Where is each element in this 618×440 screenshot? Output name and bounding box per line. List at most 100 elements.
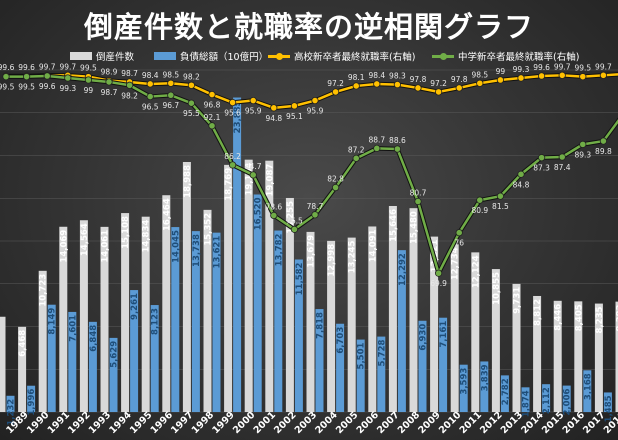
- data-label-juniorhigh-2012: 80.9: [471, 206, 488, 215]
- data-label-count-2008: 15,646: [389, 209, 399, 242]
- legend: 倒産件数 負債総額（10億円） 高校新卒者最終就職率(右軸) 中学新卒者最終就職率(右…: [0, 48, 618, 64]
- point-juniorhigh-2013: [496, 192, 504, 200]
- bar-count-2015: [533, 295, 542, 412]
- data-label-debt-1997: 14,045: [171, 230, 181, 263]
- point-juniorhigh-2000: [229, 161, 237, 169]
- data-label-count-2001: 19,164: [245, 163, 255, 196]
- bar-debt-1989: [6, 395, 15, 412]
- data-label-highschool-2010: 97.2: [430, 79, 447, 88]
- point-highschool-2015: [537, 72, 546, 80]
- bar-count-1994: [100, 226, 109, 412]
- point-juniorhigh-2017: [579, 140, 587, 148]
- x-tick-1994: 1994: [107, 409, 134, 436]
- bar-count-2007: [368, 226, 377, 412]
- point-juniorhigh-1994: [105, 78, 113, 86]
- x-tick-1996: 1996: [149, 409, 176, 436]
- data-label-count-2019: 8,383: [616, 305, 618, 332]
- bar-debt-2000: [233, 97, 242, 413]
- bar-debt-1991: [47, 304, 56, 412]
- bar-debt-1999: [212, 232, 221, 412]
- bar-debt-2004: [315, 309, 324, 412]
- bar-count-1989: [0, 316, 6, 412]
- bar-debt-2003: [294, 259, 303, 412]
- bar-debt-2010: [439, 317, 448, 412]
- data-label-highschool-2005: 97.2: [327, 79, 344, 88]
- data-label-juniorhigh-2006: 87.2: [348, 145, 365, 154]
- data-label-debt-1994: 5,629: [110, 341, 120, 368]
- bar-count-2012: [471, 252, 480, 412]
- x-tick-2007: 2007: [375, 410, 401, 436]
- data-label-highschool-2000: 95.6: [224, 109, 241, 118]
- bar-debt-1994: [109, 337, 118, 412]
- x-tick-1995: 1995: [128, 410, 154, 436]
- data-label-juniorhigh-2011: 76: [454, 239, 464, 248]
- bar-debt-1992: [68, 311, 77, 412]
- data-label-highschool-1993: 99.5: [80, 64, 97, 73]
- data-label-debt-1989: 1,232: [7, 399, 17, 426]
- bar-debt-2017: [583, 370, 592, 412]
- point-highschool-2012: [476, 79, 484, 87]
- bar-debt-1995: [130, 290, 139, 412]
- legend-item-2: 負債総額（10億円）: [154, 48, 268, 64]
- bar-debt-2011: [459, 364, 468, 412]
- bar-debt-1998: [191, 231, 200, 412]
- data-label-count-1994: 14,061: [101, 230, 111, 263]
- data-label-highschool-2008: 98.3: [389, 72, 406, 81]
- data-label-debt-2013: 2,782: [501, 378, 511, 405]
- data-label-count-1999: 15,352: [204, 213, 214, 246]
- x-tick-1993: 1993: [87, 410, 113, 436]
- point-juniorhigh-1993: [84, 76, 93, 84]
- point-highschool-2001: [249, 96, 257, 105]
- bar-count-2000: [224, 164, 233, 412]
- bar-debt-2005: [336, 323, 345, 412]
- data-label-juniorhigh-1999: 92.1: [204, 113, 221, 122]
- point-juniorhigh-2002: [270, 211, 278, 220]
- bar-debt-2016: [562, 385, 571, 412]
- data-label-count-2002: 19,087: [265, 164, 275, 197]
- data-label-juniorhigh-1995: 98.2: [121, 91, 138, 100]
- data-label-highschool-2012: 98.5: [471, 70, 488, 79]
- data-label-count-2005: 12,998: [327, 244, 337, 277]
- data-label-highschool-2014: 99.3: [513, 65, 530, 74]
- legend-item-3: 高校新卒者最終就職率(右軸): [268, 48, 415, 64]
- point-highschool-1996: [146, 80, 154, 88]
- data-label-juniorhigh-1989: 99.5: [0, 83, 15, 92]
- point-highschool-2011: [455, 84, 463, 92]
- x-tick-2008: 2008: [396, 409, 423, 436]
- point-juniorhigh-2008: [393, 145, 401, 153]
- point-juniorhigh-2014: [517, 170, 525, 178]
- x-tick-1998: 1998: [190, 409, 217, 436]
- data-label-debt-2010: 7,161: [439, 321, 449, 348]
- x-tick-2003: 2003: [293, 410, 319, 436]
- legend-line-marker: [432, 52, 454, 60]
- data-label-juniorhigh-2016: 87.4: [554, 163, 571, 172]
- data-label-highschool-1990: 99.6: [18, 63, 35, 72]
- bar-count-2018: [594, 303, 603, 412]
- bar-count-1990: [18, 326, 27, 412]
- point-juniorhigh-2011: [455, 229, 463, 237]
- data-label-count-1996: 14,834: [142, 220, 152, 253]
- bar-count-2010: [430, 236, 439, 412]
- data-label-count-2006: 13,245: [348, 241, 358, 274]
- point-juniorhigh-2015: [537, 154, 546, 162]
- bar-debt-1993: [88, 321, 97, 412]
- bar-count-2001: [244, 159, 253, 412]
- point-juniorhigh-1997: [167, 91, 175, 99]
- point-highschool-2014: [517, 74, 525, 82]
- data-label-debt-2014: 1,874: [522, 390, 532, 417]
- data-label-highschool-2007: 98.4: [368, 71, 385, 80]
- data-label-count-1990: 6,468: [18, 330, 28, 357]
- point-highschool-2002: [270, 104, 278, 112]
- x-tick-1991: 1991: [46, 410, 72, 436]
- data-label-debt-2008: 12,292: [398, 253, 408, 286]
- data-label-debt-2011: 3,593: [460, 368, 470, 395]
- point-juniorhigh-1992: [64, 74, 72, 82]
- legend-swatch: [154, 52, 176, 60]
- data-label-highschool-2016: 99.7: [554, 62, 571, 71]
- data-label-debt-1993: 6,848: [89, 325, 99, 352]
- bar-debt-2009: [418, 320, 427, 412]
- data-label-juniorhigh-2018: 89.8: [595, 147, 612, 156]
- legend-item-1: 倒産件数: [70, 48, 134, 64]
- data-label-juniorhigh-2015: 87.3: [533, 164, 550, 173]
